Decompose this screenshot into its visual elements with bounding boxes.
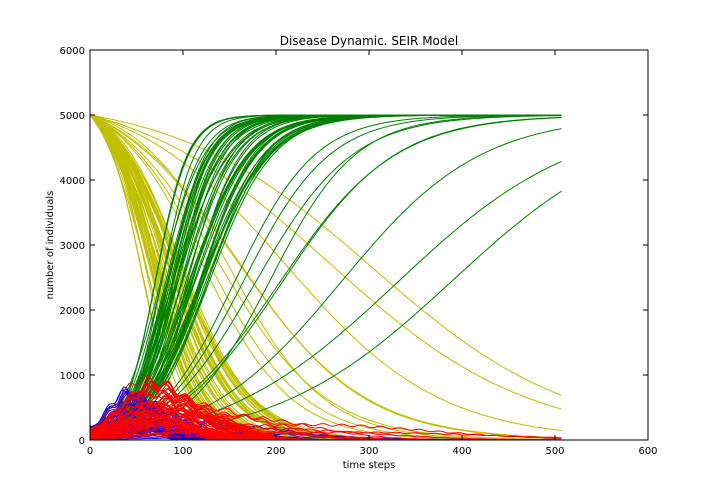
x-axis-label: time steps	[343, 460, 396, 471]
x-tick-label: 100	[173, 446, 192, 457]
y-axis-label: number of individuals	[45, 191, 56, 300]
y-tick-label: 2000	[60, 306, 85, 317]
x-tick-label: 200	[266, 446, 285, 457]
y-tick-label: 3000	[60, 241, 85, 252]
series-line-R-56	[89, 114, 562, 441]
y-tick-label: 6000	[60, 46, 85, 57]
x-tick-label: 500	[545, 446, 564, 457]
series-line-S-5	[89, 114, 562, 440]
x-tick-label: 600	[638, 446, 657, 457]
series-line-S-4	[89, 114, 562, 439]
plot-area	[89, 49, 649, 441]
series-line-I-58	[90, 423, 562, 439]
y-tick-label: 1000	[60, 371, 85, 382]
y-tick-label: 5000	[60, 111, 85, 122]
x-tick-label: 0	[87, 446, 93, 457]
series-line-S-57	[89, 114, 562, 432]
series-line-S-58	[89, 114, 562, 410]
y-axis: 0 1000 2000 3000 4000 5000 6000	[60, 46, 648, 447]
x-axis: 0 100 200 300 400 500 600	[87, 50, 658, 457]
chart-title: Disease Dynamic. SEIR Model	[280, 34, 458, 48]
series-line-I-57	[89, 427, 562, 441]
y-tick-label: 4000	[60, 176, 85, 187]
series-line-R-5	[89, 115, 562, 441]
x-tick-label: 300	[359, 446, 378, 457]
series-line-I-59	[90, 431, 562, 440]
series-line-S-59	[89, 114, 562, 396]
y-tick-label: 0	[79, 436, 85, 447]
series-line-S-2	[89, 114, 562, 439]
x-tick-label: 400	[452, 446, 471, 457]
